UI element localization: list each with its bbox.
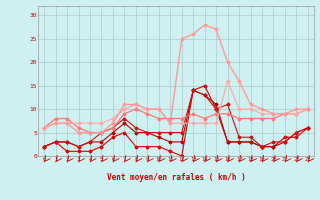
X-axis label: Vent moyen/en rafales ( km/h ): Vent moyen/en rafales ( km/h )	[107, 174, 245, 182]
